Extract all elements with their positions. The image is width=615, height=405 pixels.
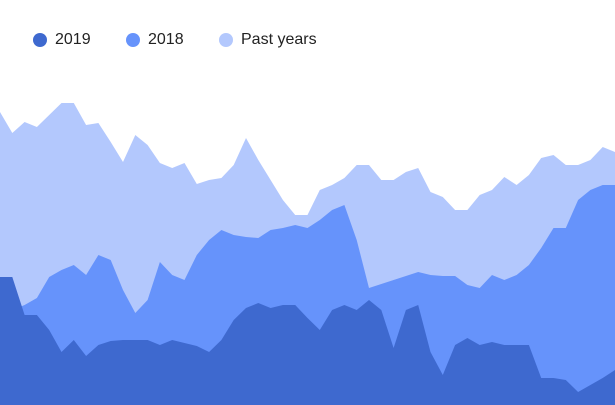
- legend-label: 2019: [55, 31, 91, 48]
- legend-dot: [33, 33, 47, 47]
- legend-dot: [126, 33, 140, 47]
- legend-dot: [219, 33, 233, 47]
- legend-label: Past years: [241, 31, 317, 48]
- area: [0, 277, 615, 405]
- legend-label: 2018: [148, 31, 184, 48]
